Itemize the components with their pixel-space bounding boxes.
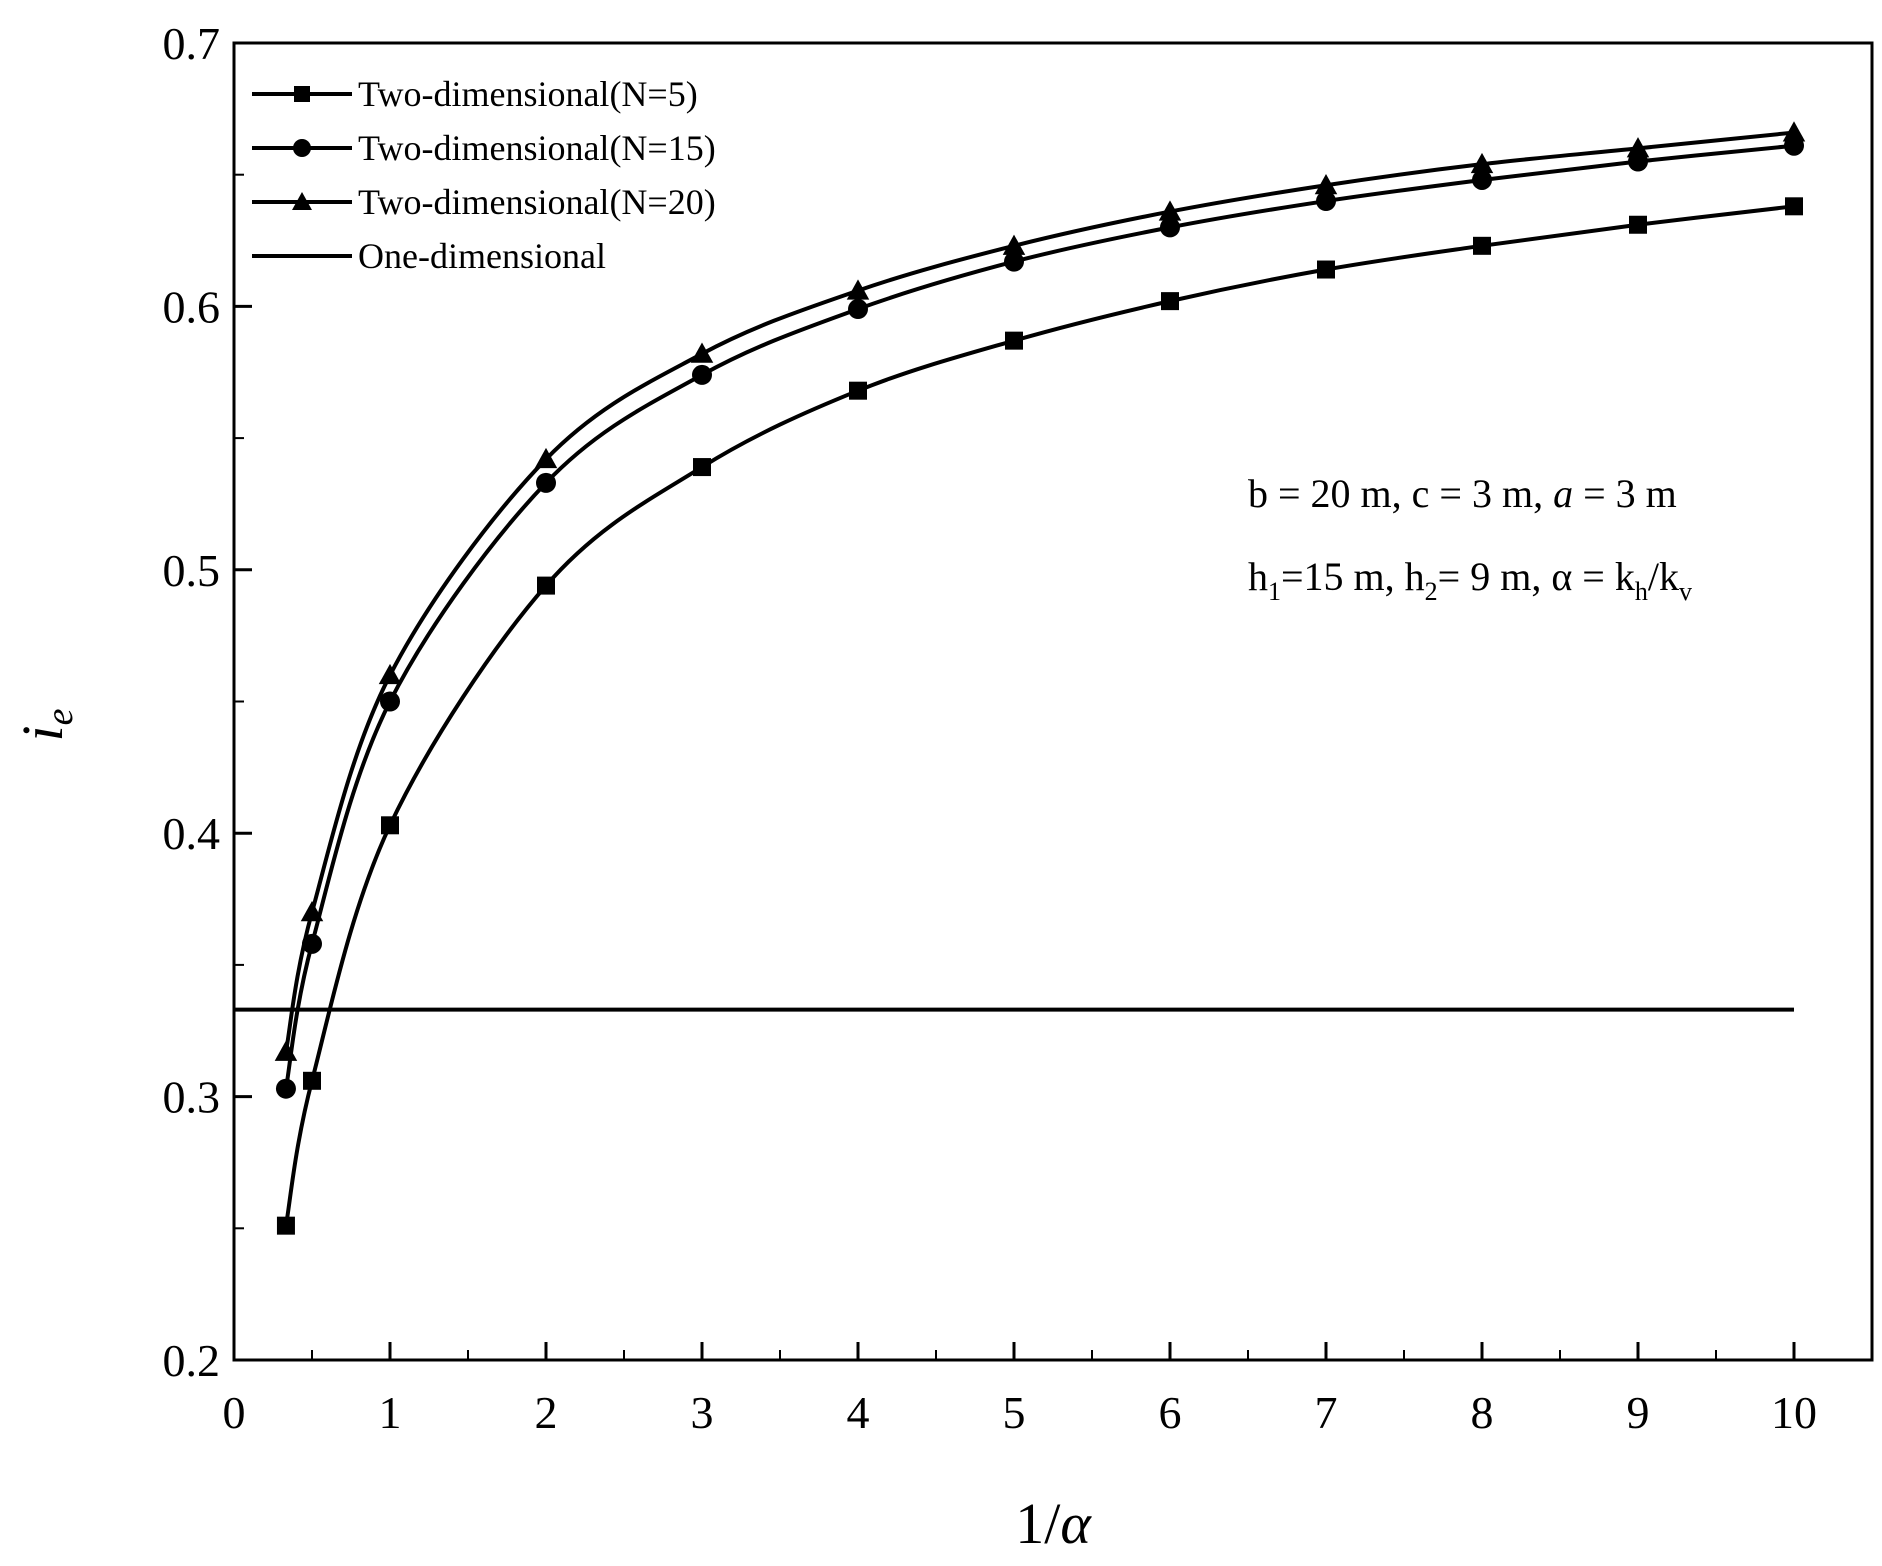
y-tick-label: 0.7 <box>163 18 221 69</box>
circle-marker <box>1472 169 1492 190</box>
triangle-marker <box>274 1040 298 1061</box>
x-tick-label: 10 <box>1771 1387 1817 1438</box>
triangle-marker <box>1314 173 1338 195</box>
series-layer <box>234 121 1806 1235</box>
annotation-line-2: h1=15 m, h2= 9 m, α = kh/kv <box>1248 554 1692 606</box>
square-marker <box>1161 292 1179 311</box>
triangle-marker <box>534 447 558 469</box>
triangle-marker <box>1782 121 1806 142</box>
series-1 <box>275 135 1804 1099</box>
x-axis-title: 1/α <box>1015 1491 1092 1556</box>
x-tick-label: 5 <box>1003 1387 1026 1438</box>
triangle-marker <box>846 279 870 300</box>
y-tick-label: 0.2 <box>163 1335 221 1386</box>
x-tick-label: 0 <box>223 1387 246 1438</box>
y-axis-title: ie <box>10 708 81 741</box>
series-2 <box>274 121 1806 1061</box>
series-line <box>283 204 1795 1227</box>
square-marker <box>849 381 867 400</box>
square-marker <box>276 1216 295 1235</box>
y-tick-label: 0.5 <box>163 545 221 596</box>
legend-label: Two-dimensional(N=20) <box>358 182 716 222</box>
triangle-marker <box>690 342 714 363</box>
circle-marker <box>380 691 400 712</box>
circle-marker <box>1004 251 1024 272</box>
square-marker <box>303 1071 321 1090</box>
x-tick-label: 2 <box>535 1387 558 1438</box>
triangle-marker <box>292 192 312 210</box>
legend-item: Two-dimensional(N=15) <box>252 128 716 168</box>
triangle-marker <box>1470 152 1494 174</box>
legend-item: Two-dimensional(N=20) <box>252 182 716 222</box>
x-tick-label: 7 <box>1315 1387 1338 1438</box>
legend: Two-dimensional(N=5) Two-dimensional(N=15… <box>252 74 716 276</box>
circle-marker <box>536 472 556 493</box>
annotation-line-1: b = 20 m, c = 3 m, a = 3 m <box>1248 471 1677 516</box>
circle-marker <box>848 299 868 320</box>
square-marker <box>1473 236 1491 255</box>
x-tick-label: 1 <box>379 1387 402 1438</box>
legend-item: Two-dimensional(N=5) <box>252 74 698 114</box>
triangle-marker <box>1626 137 1650 158</box>
legend-label: Two-dimensional(N=15) <box>358 128 716 168</box>
x-tick-label: 4 <box>847 1387 870 1438</box>
circle-marker <box>1160 217 1180 238</box>
y-axis-ticks: 0.2 0.3 0.4 0.5 0.6 0.7 <box>163 18 252 1386</box>
legend-label: Two-dimensional(N=5) <box>358 74 698 114</box>
series-line <box>283 143 1795 1090</box>
x-tick-label: 3 <box>691 1387 714 1438</box>
series-0 <box>276 197 1803 1235</box>
triangle-marker <box>1002 234 1026 255</box>
x-tick-label: 6 <box>1159 1387 1182 1438</box>
square-marker <box>1317 260 1335 279</box>
square-marker <box>1629 215 1647 234</box>
circle-marker <box>275 1078 296 1099</box>
triangle-marker <box>378 663 402 685</box>
legend-label: One-dimensional <box>358 236 606 276</box>
square-marker <box>381 816 399 835</box>
legend-item: One-dimensional <box>252 236 606 276</box>
triangle-marker <box>1158 200 1182 221</box>
circle-marker <box>293 139 311 157</box>
square-marker <box>294 86 310 102</box>
y-tick-label: 0.6 <box>163 281 221 332</box>
x-axis-ticks: 0 1 2 3 4 5 6 7 8 9 10 <box>223 1342 1817 1438</box>
triangle-marker <box>300 900 324 922</box>
square-marker <box>537 576 555 595</box>
y-tick-label: 0.3 <box>163 1072 221 1123</box>
y-tick-label: 0.4 <box>163 808 221 859</box>
square-marker <box>693 458 711 477</box>
x-tick-label: 9 <box>1627 1387 1650 1438</box>
circle-marker <box>692 364 712 385</box>
square-marker <box>1785 197 1803 216</box>
circle-marker <box>1316 191 1336 212</box>
square-marker <box>1005 331 1023 350</box>
x-tick-label: 8 <box>1471 1387 1494 1438</box>
